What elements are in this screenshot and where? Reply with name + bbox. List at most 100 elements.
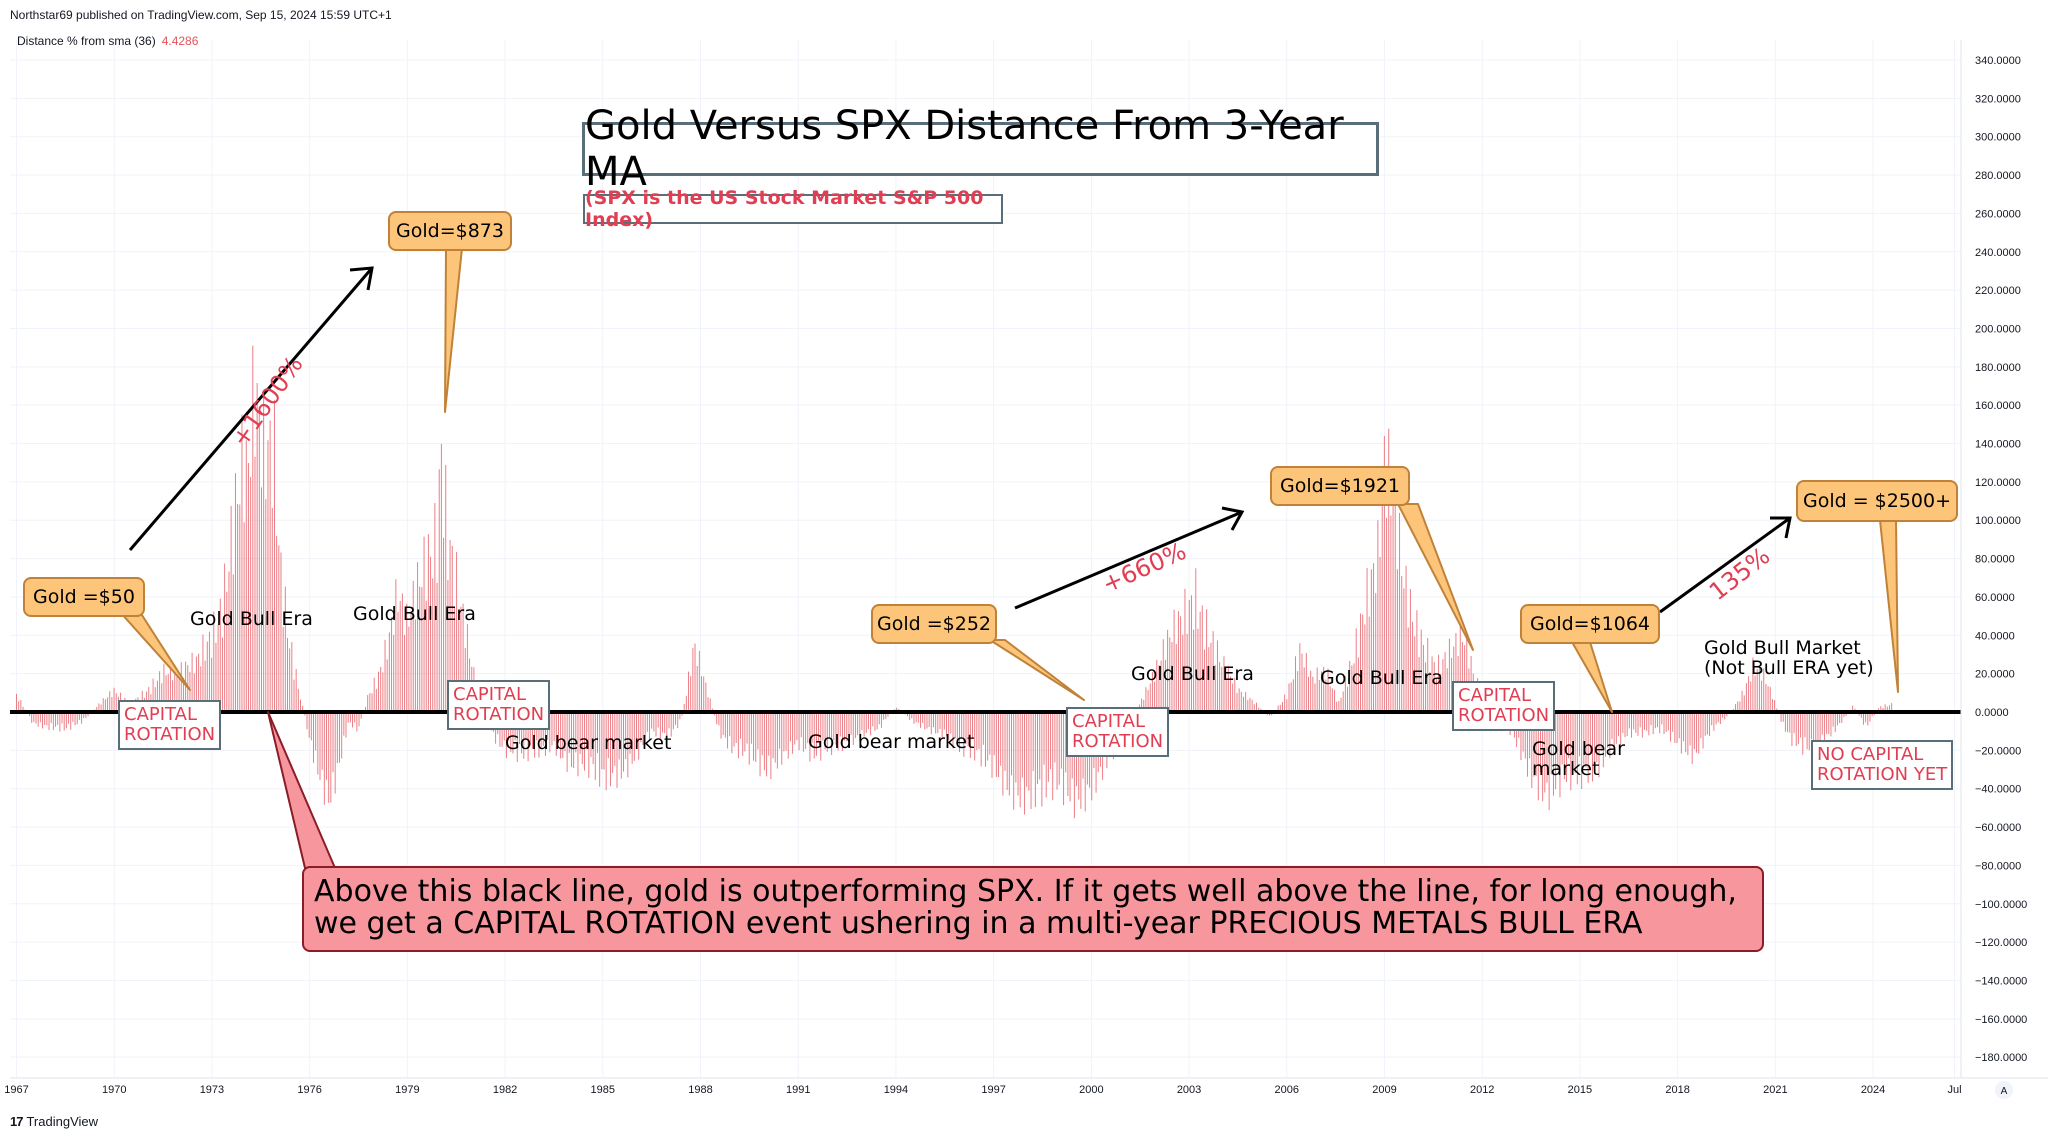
- chart-title: Gold Versus SPX Distance From 3-Year MA: [582, 103, 1379, 195]
- rotation-line-2: ROTATION YET: [1817, 764, 1948, 785]
- rotation-line-2: ROTATION: [124, 724, 216, 745]
- rotation-line-1: CAPITAL: [1072, 711, 1145, 732]
- time-axis-label: 1994: [884, 1084, 908, 1096]
- price-axis-label: 100.0000: [1975, 515, 2021, 527]
- time-axis-label: 1970: [102, 1084, 126, 1096]
- time-axis-label: 2006: [1275, 1084, 1299, 1096]
- time-axis-label: 2024: [1861, 1084, 1885, 1096]
- price-axis-label: 240.0000: [1975, 247, 2021, 259]
- time-axis-label: 2009: [1372, 1084, 1396, 1096]
- price-axis-label: −60.0000: [1975, 822, 2021, 834]
- price-axis-label: 300.0000: [1975, 132, 2021, 144]
- bear-market-line-2: market: [1532, 758, 1600, 780]
- price-axis-label: −140.0000: [1975, 975, 2027, 987]
- arrow-135-head: [1770, 516, 1792, 539]
- gold-50-callout: Gold =$50: [23, 577, 145, 617]
- published-header: Northstar69 published on TradingView.com…: [10, 8, 392, 22]
- time-axis-label: 2000: [1079, 1084, 1103, 1096]
- rotation-line-1: CAPITAL: [124, 704, 197, 725]
- price-axis-label: −180.0000: [1975, 1052, 2027, 1064]
- price-axis-label: −40.0000: [1975, 784, 2021, 796]
- tradingview-mark-icon: 17: [10, 1114, 24, 1129]
- time-axis-label: 2015: [1568, 1084, 1592, 1096]
- arrow-660: [1014, 510, 1243, 610]
- price-axis-label: −80.0000: [1975, 860, 2021, 872]
- price-axis-label: 160.0000: [1975, 400, 2021, 412]
- price-axis-label: 140.0000: [1975, 439, 2021, 451]
- rotation-line-1: CAPITAL: [1458, 685, 1531, 706]
- price-axis-label: 40.0000: [1975, 630, 2015, 642]
- rotation-line-2: ROTATION: [453, 704, 545, 725]
- indicator-legend[interactable]: Distance % from sma (36) 4.4286: [17, 34, 198, 48]
- chart-subtitle: (SPX is the US Stock Market S&P 500 Inde…: [583, 187, 1003, 231]
- price-axis-label: 80.0000: [1975, 554, 2015, 566]
- time-axis-label: 1976: [297, 1084, 321, 1096]
- arrow-660-head: [1221, 506, 1245, 531]
- time-axis-label: 1973: [200, 1084, 224, 1096]
- note-pointer: [267, 711, 336, 869]
- time-axis-label: 1991: [786, 1084, 810, 1096]
- price-axis-label: 0.0000: [1975, 707, 2009, 719]
- gold-bear-market-label-1: Gold bear market: [505, 732, 672, 754]
- gold-bull-era-label-2: Gold Bull Era: [353, 603, 476, 625]
- price-axis-label: 220.0000: [1975, 285, 2021, 297]
- bear-market-line-1: Gold bear: [1532, 738, 1625, 760]
- gold-bear-market-label-3: Gold bear market: [1532, 739, 1625, 779]
- time-axis-label: 1985: [591, 1084, 615, 1096]
- price-axis-label: 20.0000: [1975, 669, 2015, 681]
- price-axis-label: 60.0000: [1975, 592, 2015, 604]
- gold-bull-era-label-4: Gold Bull Era: [1320, 667, 1443, 689]
- note-line-2: we get a CAPITAL ROTATION event ushering…: [314, 906, 1643, 941]
- price-axis[interactable]: 340.0000 320.0000 300.0000 280.0000 260.0000…: [1975, 55, 2027, 1064]
- gold-bull-era-label-3: Gold Bull Era: [1131, 663, 1254, 685]
- gold-873-callout: Gold=$873: [388, 211, 512, 251]
- gold-bull-market-label: Gold Bull Market (Not Bull ERA yet): [1704, 638, 1874, 678]
- price-axis-label: 120.0000: [1975, 477, 2021, 489]
- price-axis-label: −160.0000: [1975, 1014, 2027, 1026]
- capital-rotation-4: CAPITAL ROTATION: [1452, 681, 1556, 731]
- arrow-135: [1659, 516, 1791, 614]
- time-axis-label: 1997: [981, 1084, 1005, 1096]
- bull-market-line-2: (Not Bull ERA yet): [1704, 657, 1874, 679]
- rotation-line-2: ROTATION: [1072, 731, 1164, 752]
- time-axis-label: 2018: [1665, 1084, 1689, 1096]
- time-axis-label: 2003: [1177, 1084, 1201, 1096]
- gold-2500-callout: Gold = $2500+: [1796, 480, 1958, 522]
- time-axis-label: 2012: [1470, 1084, 1494, 1096]
- time-axis-label: 1982: [493, 1084, 517, 1096]
- growth-arrows: [128, 266, 1792, 614]
- explanation-note: Above this black line, gold is outperfor…: [302, 866, 1764, 952]
- price-axis-label: 200.0000: [1975, 323, 2021, 335]
- price-axis-label: 280.0000: [1975, 170, 2021, 182]
- capital-rotation-2: CAPITAL ROTATION: [447, 680, 551, 730]
- indicator-value: 4.4286: [161, 34, 199, 48]
- auto-scale-button[interactable]: A: [1995, 1081, 2013, 1099]
- price-axis-label: −100.0000: [1975, 899, 2027, 911]
- price-axis-label: 320.0000: [1975, 93, 2021, 105]
- tradingview-logo[interactable]: 17 TradingView: [10, 1114, 98, 1129]
- gold-bear-market-label-2: Gold bear market: [808, 731, 975, 753]
- capital-rotation-1: CAPITAL ROTATION: [118, 700, 222, 750]
- gold-2500-pointer: [1879, 519, 1899, 693]
- time-axis-label: 1979: [395, 1084, 419, 1096]
- time-axis-label: Jul: [1947, 1084, 1961, 1096]
- capital-rotation-3: CAPITAL ROTATION: [1066, 707, 1170, 757]
- gold-252-callout: Gold =$252: [871, 604, 997, 644]
- gold-1064-pointer: [1571, 641, 1613, 713]
- price-axis-label: −120.0000: [1975, 937, 2027, 949]
- gold-252-pointer: [989, 639, 1085, 701]
- tradingview-brand: TradingView: [26, 1114, 99, 1129]
- time-axis[interactable]: 1967 1970 1973 1976 1979 1982 1985 1988 1991 1994…: [4, 1084, 1961, 1096]
- indicator-name: Distance % from sma (36): [17, 34, 156, 48]
- arrow-1600: [128, 267, 374, 551]
- svg-text:A: A: [2001, 1086, 2008, 1097]
- gold-1921-callout: Gold=$1921: [1270, 466, 1410, 506]
- gold-873-pointer: [444, 247, 463, 413]
- bull-market-line-1: Gold Bull Market: [1704, 637, 1861, 659]
- rotation-line-1: CAPITAL: [453, 684, 526, 705]
- price-axis-label: 340.0000: [1975, 55, 2021, 67]
- price-axis-label: −20.0000: [1975, 745, 2021, 757]
- gold-1921-pointer: [1397, 503, 1474, 651]
- price-axis-label: 180.0000: [1975, 362, 2021, 374]
- time-axis-label: 1988: [688, 1084, 712, 1096]
